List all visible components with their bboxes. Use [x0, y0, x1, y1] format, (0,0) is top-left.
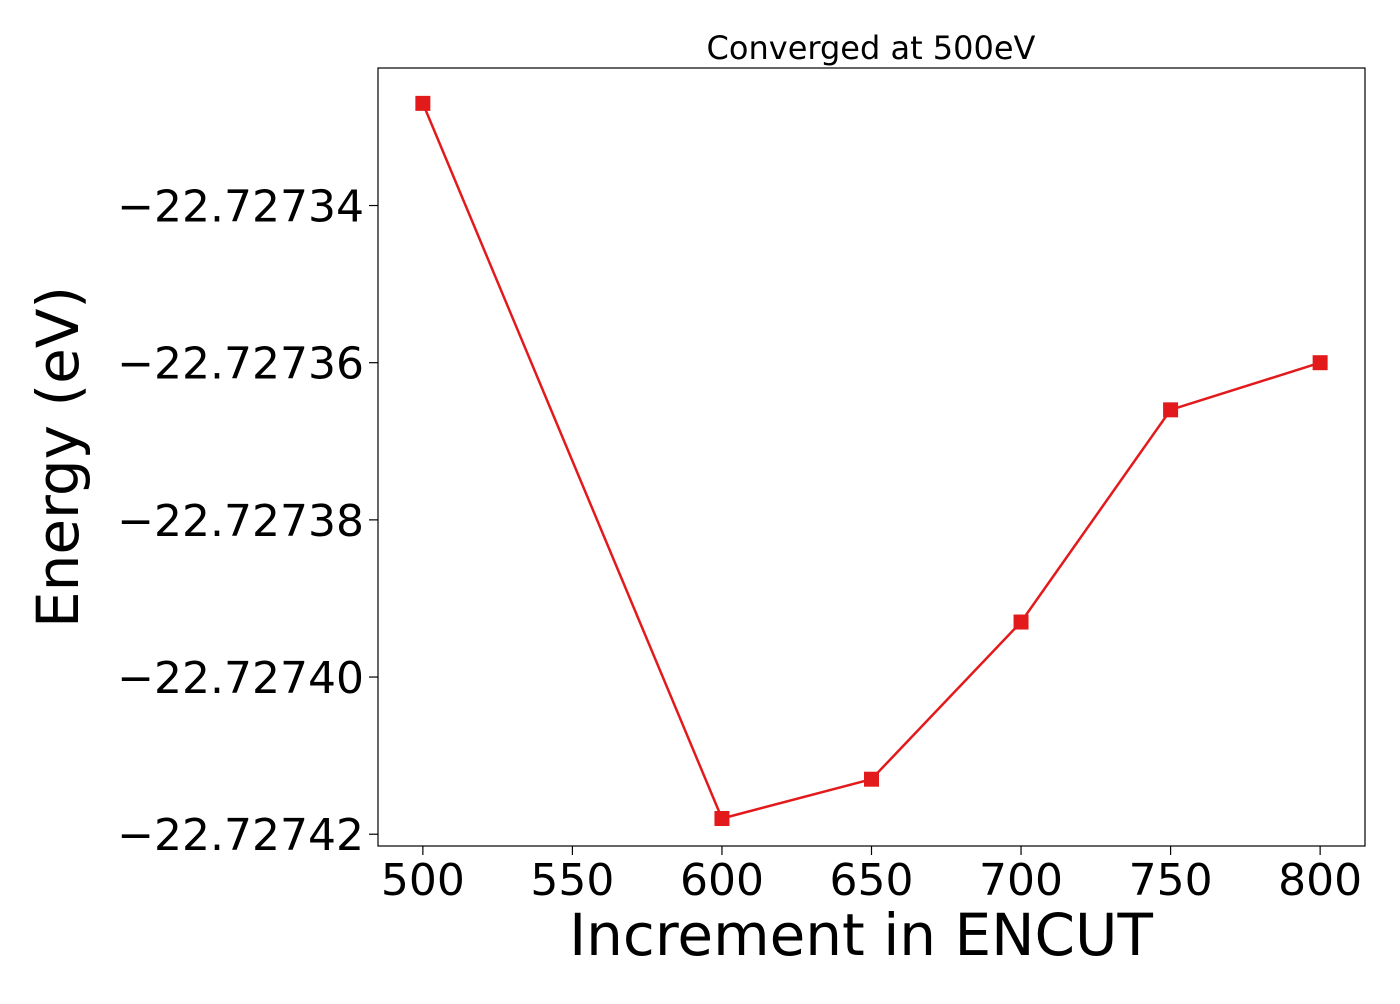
- x-tick-label: 650: [830, 855, 914, 906]
- series-layer: [415, 95, 1328, 826]
- series-line: [421, 102, 1321, 820]
- y-tick-label: −22.72734: [117, 182, 364, 233]
- x-axis-ticks: 500 550 600 650 700 750 800: [381, 846, 1362, 906]
- x-tick-label: 500: [381, 855, 465, 906]
- y-axis-ticks: −22.72742 −22.72740 −22.72738 −22.72736 −22.…: [117, 182, 378, 861]
- x-tick-label: 700: [979, 855, 1063, 906]
- y-tick-label: −22.72740: [117, 653, 364, 704]
- data-point-marker: [714, 810, 730, 826]
- chart-title: Converged at 500eV: [707, 29, 1036, 67]
- x-tick-label: 750: [1129, 855, 1213, 906]
- y-tick-label: −22.72742: [117, 810, 364, 861]
- data-point-marker: [1163, 402, 1179, 418]
- x-tick-label: 800: [1278, 855, 1362, 906]
- data-point-marker: [1013, 614, 1029, 630]
- plot-area-frame: [377, 67, 1366, 847]
- x-tick-label: 600: [680, 855, 764, 906]
- y-tick-label: −22.72736: [117, 339, 364, 390]
- data-point-marker: [415, 95, 431, 111]
- y-tick-label: −22.72738: [117, 496, 364, 547]
- data-point-marker: [864, 771, 879, 787]
- y-axis-label: Energy (eV): [24, 286, 92, 628]
- x-axis-label: Increment in ENCUT: [569, 901, 1153, 969]
- x-tick-label: 550: [530, 855, 614, 906]
- data-point-marker: [1312, 355, 1328, 371]
